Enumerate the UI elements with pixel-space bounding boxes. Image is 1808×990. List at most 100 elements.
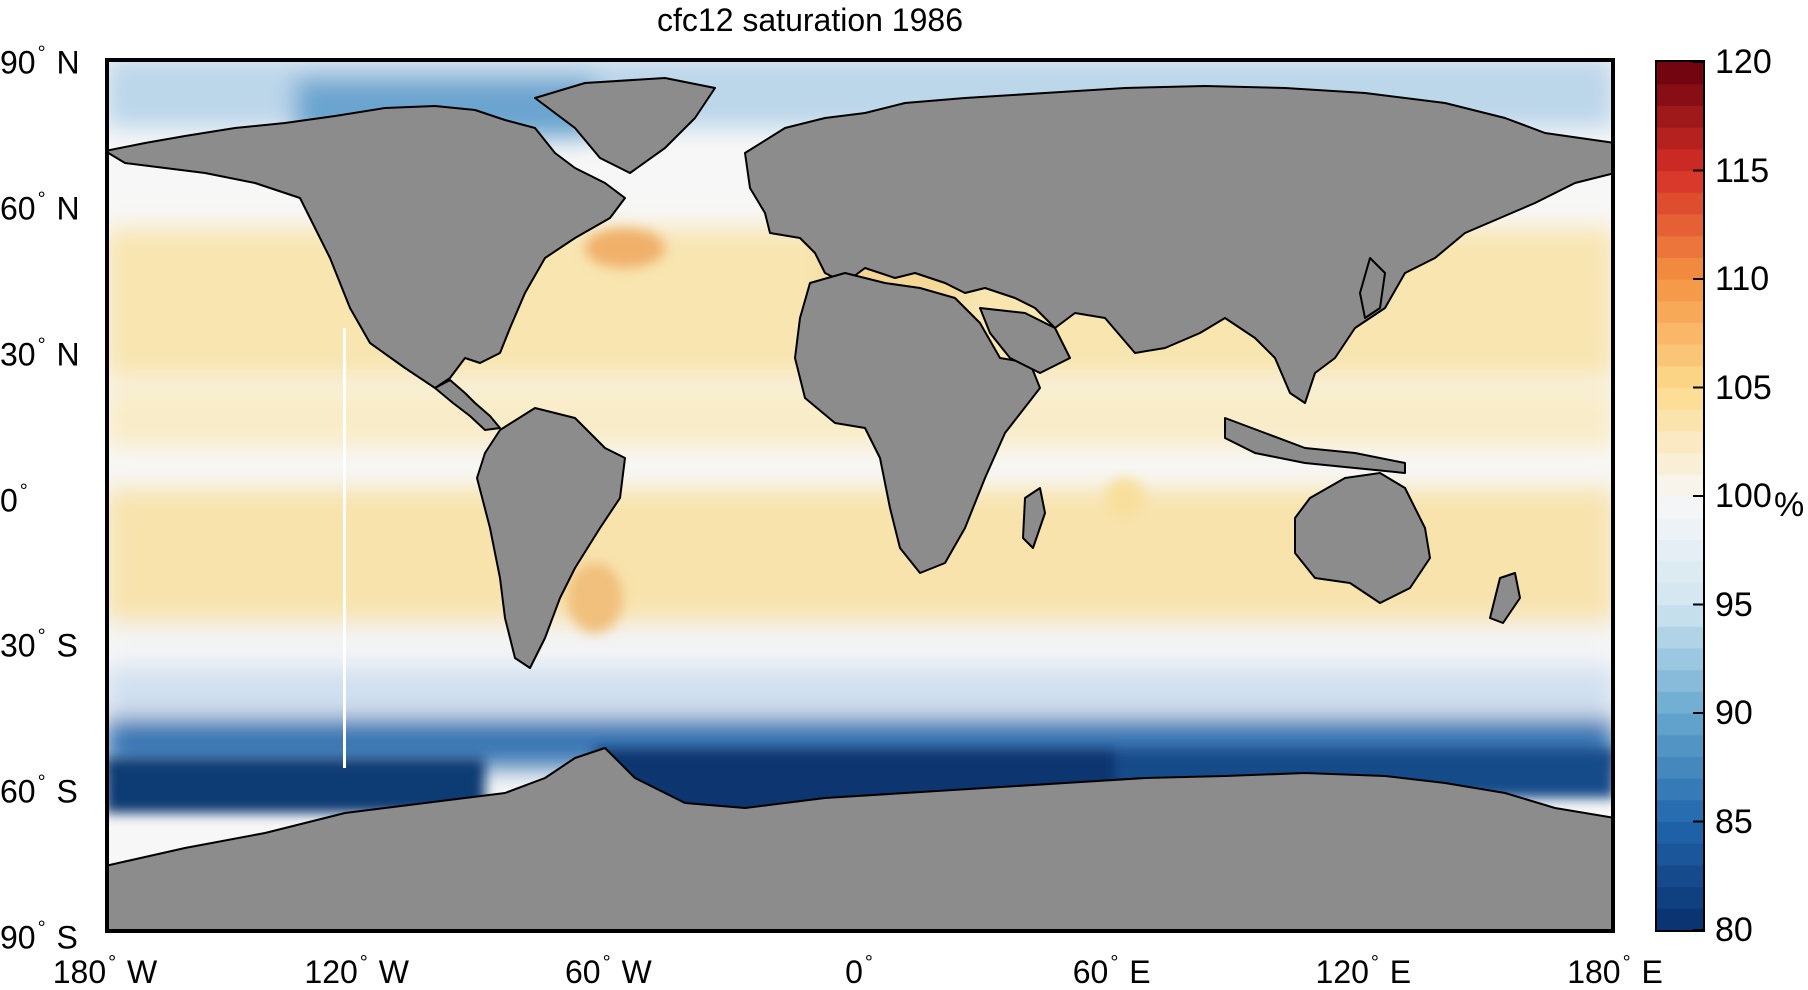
longitude-tick-label-value: 180 bbox=[1567, 954, 1621, 990]
colorbar-tick-label: 95 bbox=[1715, 585, 1753, 624]
map-title: cfc12 saturation 1986 bbox=[657, 2, 963, 38]
colorbar-step bbox=[1657, 279, 1703, 302]
degree-symbol: ° bbox=[37, 771, 46, 794]
colorbar-step bbox=[1657, 756, 1703, 779]
longitude-tick-label: 120 ° W bbox=[304, 946, 408, 989]
latitude-tick-label-value: 30 bbox=[0, 627, 36, 664]
antarctica bbox=[105, 747, 1615, 933]
colorbar-step bbox=[1657, 344, 1703, 367]
world-map bbox=[105, 58, 1615, 933]
eurasia bbox=[744, 85, 1615, 404]
longitude-tick-label-value: 120 bbox=[1315, 954, 1369, 990]
colorbar-step bbox=[1657, 452, 1703, 475]
longitude-tick-label-hemisphere: E bbox=[1380, 954, 1412, 990]
new-zealand bbox=[1489, 572, 1521, 624]
longitude-tick-label-value: 120 bbox=[304, 954, 358, 990]
sh-white-band bbox=[105, 623, 1615, 673]
indian-ocean-warm bbox=[1105, 478, 1145, 518]
colorbar-step bbox=[1657, 821, 1703, 844]
colorbar-step bbox=[1657, 669, 1703, 692]
land bbox=[105, 77, 1615, 933]
madagascar bbox=[1022, 487, 1046, 549]
latitude-tick-label-value: 30 bbox=[0, 336, 36, 373]
arabia bbox=[979, 307, 1071, 374]
latitude-tick-label-value: 60 bbox=[0, 773, 36, 810]
degree-symbol: ° bbox=[864, 952, 873, 974]
latitude-tick-label-hemisphere: N bbox=[47, 44, 80, 81]
longitude-tick-label-hemisphere: E bbox=[1632, 954, 1663, 990]
colorbar-tick-label: 80 bbox=[1715, 911, 1753, 949]
colorbar-tick-label: 120 bbox=[1715, 43, 1772, 81]
longitude-tick-label-hemisphere: W bbox=[118, 954, 158, 990]
latitude-tick-label-hemisphere: N bbox=[47, 336, 80, 373]
colorbar-step bbox=[1657, 561, 1703, 584]
colorbar-step bbox=[1657, 799, 1703, 823]
colorbar-step bbox=[1657, 365, 1703, 389]
colorbar-tick-label: 85 bbox=[1715, 802, 1753, 841]
colorbar-step bbox=[1657, 539, 1703, 562]
colorbar-step bbox=[1657, 843, 1703, 866]
degree-symbol: ° bbox=[37, 42, 46, 65]
longitude-tick-label-value: 60 bbox=[564, 954, 601, 990]
longitude-tick-label-value: 180 bbox=[52, 954, 107, 990]
colorbar-tick-label: 100 bbox=[1715, 477, 1772, 515]
colorbar-step bbox=[1657, 83, 1703, 106]
colorbar-step bbox=[1657, 430, 1703, 454]
map-plot-area bbox=[105, 58, 1615, 933]
colorbar-step bbox=[1657, 62, 1703, 85]
colorbar-step bbox=[1657, 127, 1703, 150]
colorbar-step bbox=[1657, 170, 1703, 193]
colorbar-tick-label: 115 bbox=[1715, 151, 1770, 190]
colorbar-step bbox=[1657, 517, 1703, 540]
degree-symbol: ° bbox=[359, 952, 368, 974]
longitude-tick-label-hemisphere: W bbox=[369, 954, 409, 990]
latitude-tick-label-value: 90 bbox=[0, 919, 36, 956]
degree-symbol: ° bbox=[37, 625, 46, 648]
data-gap-line bbox=[343, 328, 346, 768]
longitude-tick-label: 60 ° W bbox=[565, 946, 652, 989]
colorbar-step bbox=[1657, 300, 1703, 323]
colorbar-step bbox=[1657, 864, 1703, 888]
longitude-tick-label: 180 ° E bbox=[1567, 946, 1663, 989]
degree-symbol: ° bbox=[19, 480, 28, 502]
latitude-tick-label-value: 90 bbox=[0, 44, 36, 81]
colorbar-tick-label: 110 bbox=[1715, 260, 1770, 298]
colorbar-step bbox=[1657, 734, 1703, 757]
colorbar-step bbox=[1657, 604, 1703, 627]
degree-symbol: ° bbox=[1110, 952, 1119, 974]
south-america bbox=[476, 407, 626, 669]
north-america bbox=[105, 105, 626, 389]
colorbar-step bbox=[1657, 713, 1703, 736]
longitude-tick-label: 60 ° E bbox=[1073, 946, 1151, 989]
colorbar-step bbox=[1657, 474, 1703, 497]
colorbar-step bbox=[1657, 691, 1703, 714]
colorbar-step bbox=[1657, 582, 1703, 606]
longitude-tick-label: 0 ° bbox=[845, 946, 875, 989]
colorbar bbox=[1655, 60, 1705, 932]
colorbar-step bbox=[1657, 778, 1703, 801]
colorbar-step bbox=[1657, 192, 1703, 215]
latitude-tick-label: 90 ° N bbox=[0, 37, 92, 80]
patagonia-shelf-warm bbox=[567, 563, 623, 633]
indonesia bbox=[1224, 417, 1406, 474]
longitude-tick-label: 180 ° W bbox=[53, 946, 157, 989]
colorbar-tick-label: 105 bbox=[1715, 368, 1772, 407]
latitude-tick-label: 30 ° S bbox=[0, 620, 92, 663]
colorbar-step bbox=[1657, 105, 1703, 128]
colorbar-step bbox=[1657, 387, 1703, 410]
australia bbox=[1294, 472, 1431, 604]
colorbar-step bbox=[1657, 148, 1703, 172]
colorbar-step bbox=[1657, 886, 1703, 909]
latitude-tick-label-hemisphere: N bbox=[47, 190, 80, 227]
colorbar-step bbox=[1657, 235, 1703, 258]
degree-symbol: ° bbox=[37, 334, 46, 357]
colorbar-step bbox=[1657, 409, 1703, 432]
colorbar-tick-label: 90 bbox=[1715, 694, 1753, 732]
colorbar-step bbox=[1657, 647, 1703, 671]
latitude-tick-label: 60 ° S bbox=[0, 766, 92, 809]
colorbar-step bbox=[1657, 322, 1703, 345]
colorbar-step bbox=[1657, 213, 1703, 237]
longitude-tick-label-hemisphere: E bbox=[1120, 954, 1151, 990]
degree-symbol: ° bbox=[1370, 952, 1379, 974]
central-america bbox=[434, 379, 501, 431]
